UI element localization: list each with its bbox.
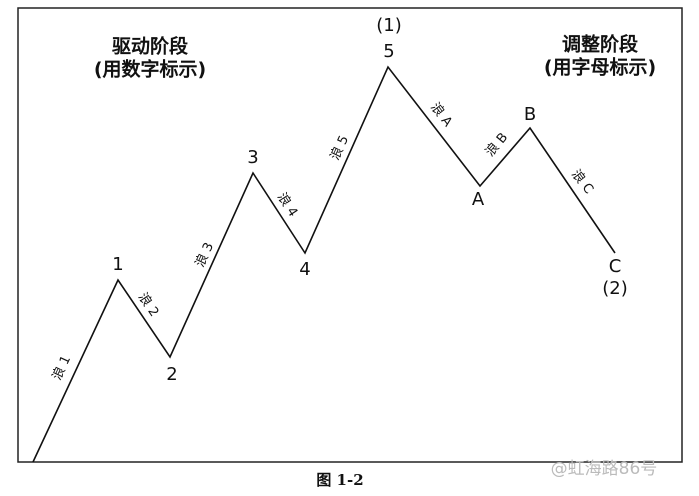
wave-label: 浪 C (568, 167, 596, 197)
wave-path (32, 65, 616, 463)
point-label: 3 (247, 147, 258, 168)
wave-label: 浪 1 (50, 353, 74, 382)
section-title: 调整阶段 (562, 33, 639, 56)
point-degree: (2) (602, 278, 628, 299)
point-label: 1 (112, 254, 123, 275)
wave-label: 浪 2 (135, 290, 162, 319)
point-label: 5 (383, 41, 394, 62)
wave-label: 浪 5 (328, 133, 352, 162)
wave-label: 浪 4 (274, 190, 300, 219)
point-label: 2 (166, 364, 177, 385)
point-label: C (609, 256, 622, 277)
section-note: (用字母标示) (544, 56, 656, 79)
point-label: 4 (299, 259, 310, 280)
point-degree: (1) (376, 15, 402, 36)
caption: 图 1-2 (316, 471, 363, 489)
frame (17, 7, 683, 463)
point-label: B (524, 104, 536, 125)
wave-label: 浪 A (427, 100, 455, 130)
watermark: @虹海路86号 (551, 459, 658, 479)
point-label: A (472, 189, 485, 210)
section-note: (用数字标示) (94, 58, 206, 81)
wave-label: 浪 3 (193, 240, 217, 269)
section-title: 驱动阶段 (112, 35, 189, 58)
